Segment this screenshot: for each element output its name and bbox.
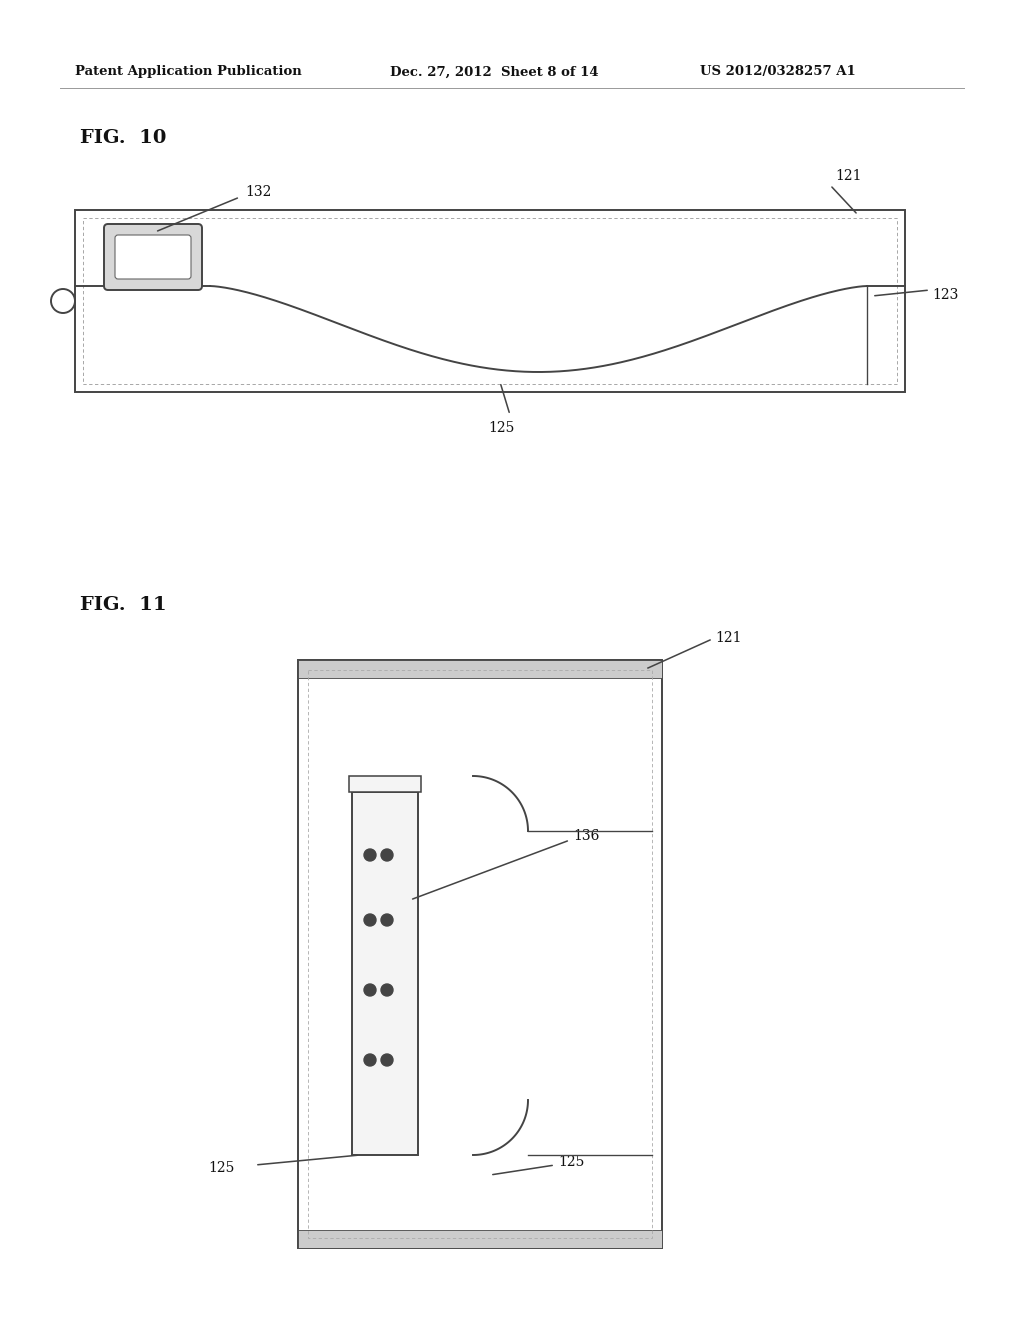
Text: FIG.  11: FIG. 11 bbox=[80, 597, 167, 614]
Bar bbox=[83, 218, 897, 384]
Text: US 2012/0328257 A1: US 2012/0328257 A1 bbox=[700, 66, 856, 78]
Circle shape bbox=[364, 983, 376, 997]
Text: 125: 125 bbox=[488, 421, 514, 436]
Bar bbox=[349, 776, 421, 792]
Text: 125: 125 bbox=[208, 1162, 234, 1175]
Bar bbox=[308, 671, 652, 1238]
Text: 123: 123 bbox=[932, 288, 958, 302]
Bar bbox=[298, 1230, 662, 1247]
Text: 125: 125 bbox=[558, 1155, 585, 1170]
Circle shape bbox=[381, 1053, 393, 1067]
Circle shape bbox=[364, 913, 376, 927]
Bar bbox=[75, 210, 905, 392]
Text: Dec. 27, 2012  Sheet 8 of 14: Dec. 27, 2012 Sheet 8 of 14 bbox=[390, 66, 599, 78]
FancyBboxPatch shape bbox=[104, 224, 202, 290]
Text: 136: 136 bbox=[573, 829, 599, 843]
Text: 132: 132 bbox=[245, 185, 271, 199]
Circle shape bbox=[51, 289, 75, 313]
Circle shape bbox=[364, 1053, 376, 1067]
Bar bbox=[298, 660, 662, 1247]
Circle shape bbox=[381, 849, 393, 861]
Circle shape bbox=[364, 849, 376, 861]
Circle shape bbox=[381, 913, 393, 927]
Text: FIG.  10: FIG. 10 bbox=[80, 129, 166, 147]
Bar bbox=[352, 792, 418, 1155]
Circle shape bbox=[381, 983, 393, 997]
Text: 121: 121 bbox=[715, 631, 741, 645]
Text: 121: 121 bbox=[835, 169, 861, 183]
FancyBboxPatch shape bbox=[115, 235, 191, 279]
Bar bbox=[298, 660, 662, 678]
Text: Patent Application Publication: Patent Application Publication bbox=[75, 66, 302, 78]
